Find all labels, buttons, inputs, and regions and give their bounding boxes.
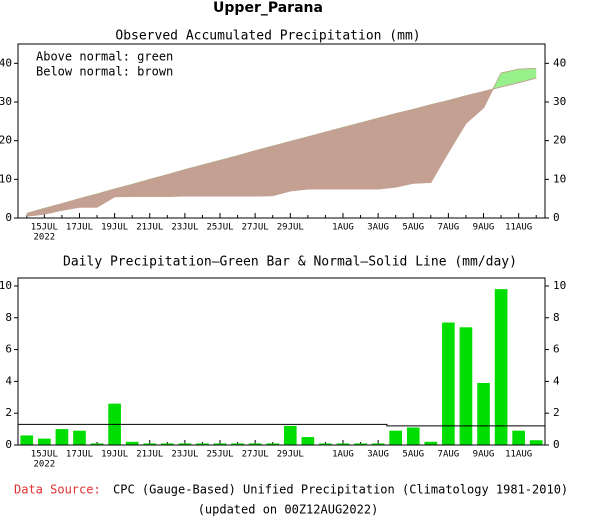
annotation: Above normal: green (36, 50, 173, 64)
chart-title: Daily Precipitation—Green Bar & Normal—S… (63, 255, 517, 270)
y2-tick-label: 0 (553, 211, 560, 224)
bar (266, 443, 280, 445)
x-tick-label: 1AUG (332, 450, 354, 460)
bar (389, 430, 403, 445)
bar (90, 443, 104, 445)
x-tick-label: 27JUL (242, 450, 269, 460)
x-tick-label: 23JUL (171, 450, 198, 460)
accumulated-line (26, 67, 537, 217)
bar (442, 322, 455, 445)
x-year-label: 2022 (34, 233, 56, 243)
y-tick-label: 10 (0, 279, 12, 292)
x-tick-label: 1AUG (332, 223, 354, 233)
bar (248, 443, 262, 445)
y-tick-label: 40 (0, 56, 12, 69)
x-tick-label: 29JUL (277, 223, 304, 233)
updated: (updated on 00Z12AUG2022) (198, 503, 379, 517)
y2-tick-label: 2 (553, 406, 560, 419)
x-tick-label: 25JUL (206, 223, 233, 233)
x-tick-label: 3AUG (367, 450, 389, 460)
x-tick-label: 29JUL (277, 450, 304, 460)
chart-title: Observed Accumulated Precipitation (mm) (115, 29, 420, 44)
y-tick-label: 8 (5, 311, 12, 324)
x-tick-label: 23JUL (171, 223, 198, 233)
x-tick-label: 25JUL (206, 450, 233, 460)
y-tick-label: 0 (5, 211, 12, 224)
y2-tick-label: 30 (553, 95, 566, 108)
y2-tick-label: 40 (553, 56, 566, 69)
x-tick-label: 17JUL (66, 223, 93, 233)
x-tick-label: 15JUL (31, 450, 58, 460)
x-tick-label: 15JUL (31, 223, 58, 233)
y2-tick-label: 10 (553, 172, 566, 185)
x-tick-label: 19JUL (101, 450, 128, 460)
y2-tick-label: 0 (553, 438, 560, 451)
bar (477, 382, 490, 445)
bar (512, 430, 525, 445)
bar (178, 443, 192, 445)
x-tick-label: 19JUL (101, 223, 128, 233)
y2-tick-label: 8 (553, 311, 560, 324)
x-tick-label: 21JUL (136, 223, 163, 233)
bar (55, 429, 69, 445)
x-tick-label: 7AUG (438, 223, 460, 233)
plot-frame (17, 277, 546, 446)
annotation: Below normal: brown (36, 65, 173, 79)
bar (20, 435, 34, 445)
y-tick-label: 20 (0, 134, 12, 147)
x-tick-label: 9AUG (473, 223, 495, 233)
x-tick-label: 3AUG (367, 223, 389, 233)
source: CPC (Gauge-Based) Unified Precipitation … (113, 483, 568, 497)
bar (213, 443, 227, 445)
source-label: Data Source: (14, 483, 101, 497)
x-tick-label: 9AUG (473, 450, 495, 460)
bar (424, 441, 438, 445)
bar (494, 289, 508, 445)
y2-tick-label: 10 (553, 279, 566, 292)
y-tick-label: 10 (0, 172, 12, 185)
bar (406, 427, 420, 445)
x-tick-label: 27JUL (242, 223, 269, 233)
bar (143, 443, 157, 445)
x-tick-label: 7AUG (438, 450, 460, 460)
y2-tick-label: 6 (553, 343, 560, 356)
normal-line (18, 423, 545, 427)
y2-tick-label: 4 (553, 374, 560, 387)
bar (354, 443, 367, 445)
y-tick-label: 2 (5, 406, 12, 419)
bar (529, 440, 543, 445)
accumulated-line (26, 77, 537, 214)
page-title: Upper_Parana (213, 0, 323, 16)
bar (38, 438, 51, 445)
bar (336, 443, 350, 445)
y-tick-label: 30 (0, 95, 12, 108)
plot-frame (17, 43, 546, 219)
y-tick-label: 4 (5, 374, 12, 387)
bar (160, 443, 174, 445)
bar (73, 430, 86, 445)
y-tick-label: 6 (5, 343, 12, 356)
bar (371, 443, 385, 445)
x-year-label: 2022 (34, 460, 56, 470)
y-tick-label: 0 (5, 438, 12, 451)
bar (125, 441, 139, 445)
bar (459, 327, 473, 445)
bar (196, 443, 209, 445)
x-tick-label: 5AUG (402, 450, 424, 460)
bar (231, 443, 244, 445)
x-tick-label: 21JUL (136, 450, 163, 460)
x-tick-label: 11AUG (505, 223, 532, 233)
x-tick-label: 5AUG (402, 223, 424, 233)
bar (301, 437, 315, 445)
x-tick-label: 17JUL (66, 450, 93, 460)
bar (283, 425, 297, 445)
y2-tick-label: 20 (553, 134, 566, 147)
x-tick-label: 11AUG (505, 450, 532, 460)
bar (319, 443, 332, 445)
